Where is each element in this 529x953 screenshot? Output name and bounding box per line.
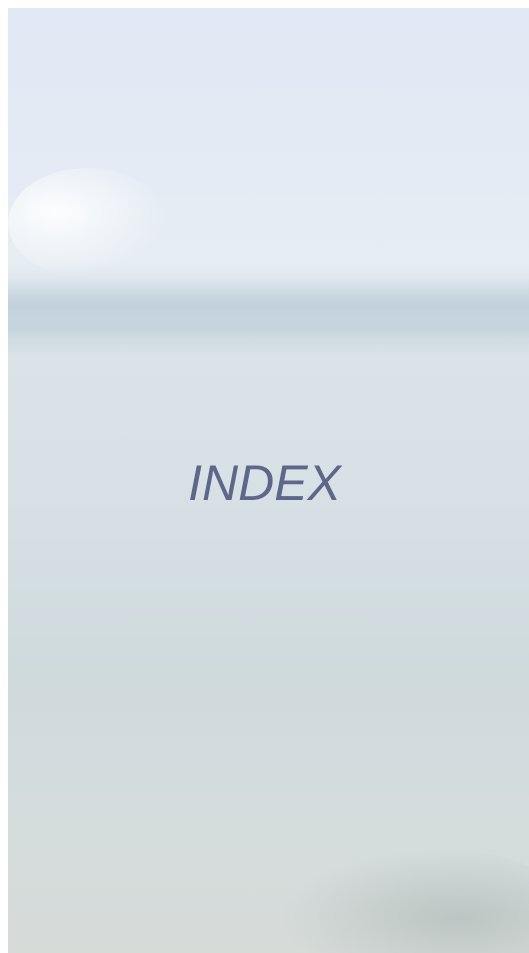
hills [8,278,529,338]
page: html, body { margin: 0; padding: 0; widt… [0,0,529,953]
body: INDEX {"title": "INDEX"} (() => { const … [0,0,529,953]
index-title[interactable]: INDEX [0,453,529,513]
shore [278,848,529,953]
cloud [8,168,168,278]
